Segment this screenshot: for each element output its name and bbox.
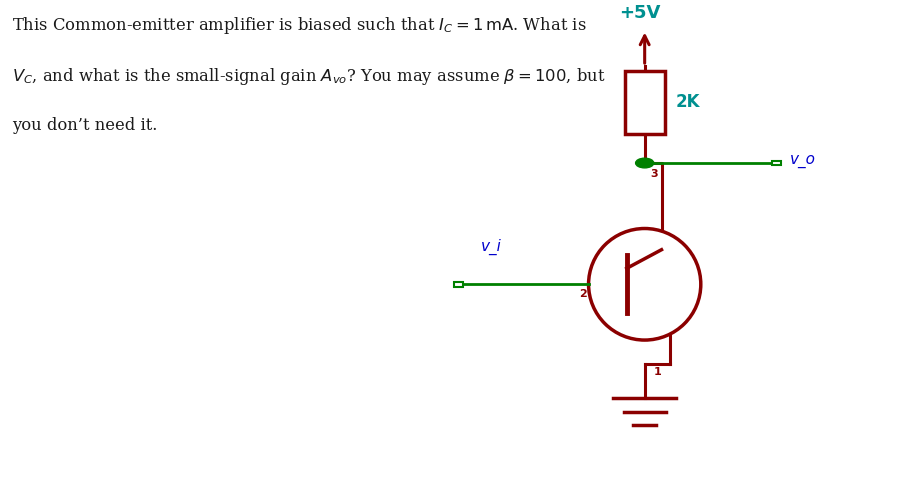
Bar [454,282,463,287]
Text: 3: 3 [650,169,657,179]
Circle shape [636,158,654,168]
Text: 2K: 2K [676,93,700,111]
Text: you don’t need it.: you don’t need it. [12,117,157,134]
Bar [625,71,665,134]
Bar [772,161,781,165]
Text: This Common-emitter amplifier is biased such that $I_C = 1\,\mathrm{mA}$. What i: This Common-emitter amplifier is biased … [12,15,587,36]
Text: +5V: +5V [619,4,661,22]
Text: 2: 2 [579,289,587,299]
Text: 1: 1 [654,367,662,377]
Ellipse shape [588,228,701,340]
Text: v_i: v_i [481,239,502,255]
Text: v_o: v_o [790,153,816,168]
Text: $V_C$, and what is the small-signal gain $A_{vo}$? You may assume $\beta = 100$,: $V_C$, and what is the small-signal gain… [12,66,606,87]
